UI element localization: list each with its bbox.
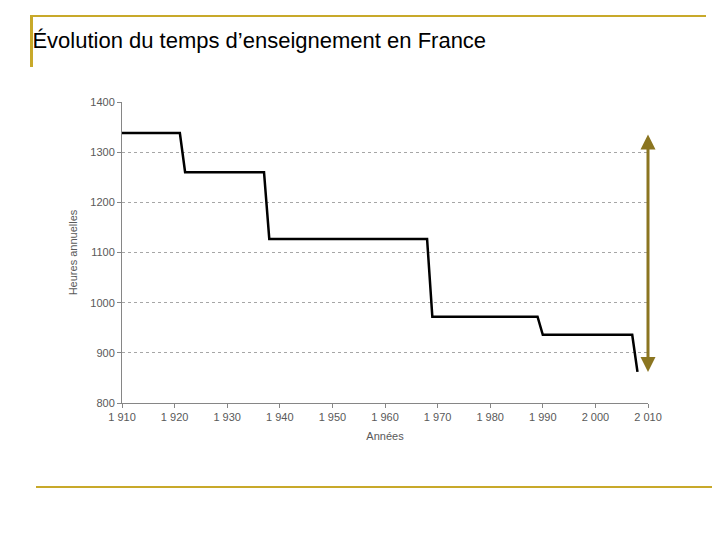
svg-text:1 950: 1 950	[319, 411, 347, 423]
svg-text:2 010: 2 010	[634, 411, 662, 423]
svg-text:1 920: 1 920	[161, 411, 189, 423]
svg-text:900: 900	[96, 347, 114, 359]
svg-text:2 000: 2 000	[582, 411, 610, 423]
svg-text:1 980: 1 980	[476, 411, 504, 423]
svg-text:1300: 1300	[90, 146, 114, 158]
svg-text:1400: 1400	[90, 96, 114, 108]
svg-text:800: 800	[96, 397, 114, 409]
svg-text:1200: 1200	[90, 196, 114, 208]
svg-text:1 970: 1 970	[424, 411, 452, 423]
svg-text:1 930: 1 930	[213, 411, 241, 423]
svg-text:Évolution du temps d’enseignem: Évolution du temps d’enseignement en Fra…	[32, 28, 486, 53]
svg-text:1 910: 1 910	[108, 411, 136, 423]
svg-text:1 940: 1 940	[266, 411, 294, 423]
svg-text:Années: Années	[366, 430, 404, 442]
svg-text:1 990: 1 990	[529, 411, 557, 423]
svg-text:1100: 1100	[91, 246, 115, 258]
svg-text:1 960: 1 960	[371, 411, 399, 423]
svg-text:Heures annuelles: Heures annuelles	[67, 209, 79, 295]
svg-text:1000: 1000	[90, 297, 114, 309]
